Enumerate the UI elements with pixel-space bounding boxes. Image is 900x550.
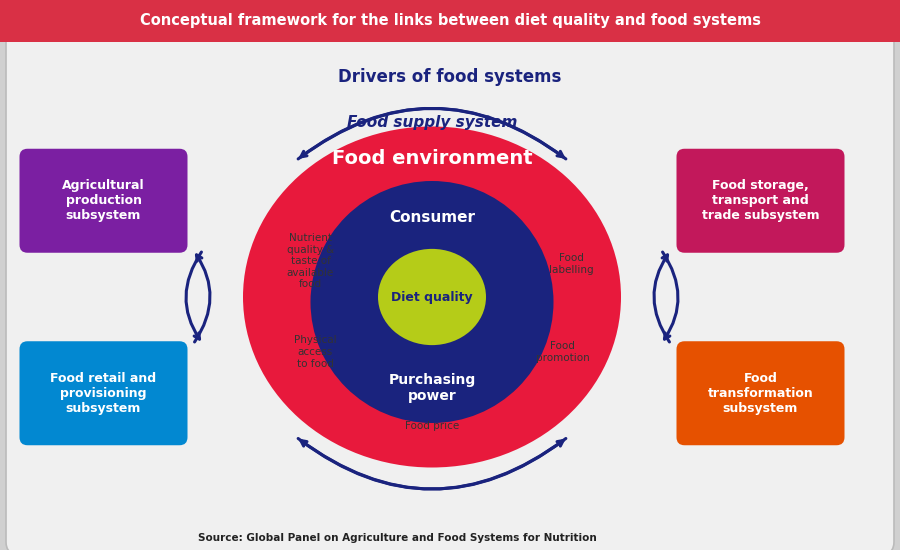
- FancyBboxPatch shape: [20, 148, 187, 253]
- Text: Food
promotion: Food promotion: [536, 341, 590, 363]
- FancyBboxPatch shape: [677, 341, 844, 446]
- Text: Food
labelling: Food labelling: [549, 253, 594, 275]
- Text: Conceptual framework for the links between diet quality and food systems: Conceptual framework for the links betwe…: [140, 14, 760, 29]
- Text: Source: Global Panel on Agriculture and Food Systems for Nutrition: Source: Global Panel on Agriculture and …: [198, 533, 597, 543]
- FancyBboxPatch shape: [20, 341, 187, 446]
- Text: Food storage,
transport and
trade subsystem: Food storage, transport and trade subsys…: [702, 179, 819, 222]
- Text: Agricultural
production
subsystem: Agricultural production subsystem: [62, 179, 145, 222]
- Text: Purchasing
power: Purchasing power: [389, 373, 475, 403]
- Text: Nutrient
quality &
taste of
available
food: Nutrient quality & taste of available fo…: [287, 233, 334, 289]
- Text: Food price: Food price: [405, 421, 459, 431]
- Text: Food retail and
provisioning
subsystem: Food retail and provisioning subsystem: [50, 372, 157, 415]
- Ellipse shape: [243, 126, 621, 468]
- Text: Diet quality: Diet quality: [392, 290, 472, 304]
- Text: Food
transformation
subsystem: Food transformation subsystem: [707, 372, 814, 415]
- FancyBboxPatch shape: [677, 148, 844, 253]
- Text: Food environment: Food environment: [332, 149, 532, 168]
- Ellipse shape: [310, 181, 554, 423]
- Ellipse shape: [378, 249, 486, 345]
- Bar: [0, 0, 900, 42]
- Text: Physical
access
to food: Physical access to food: [293, 336, 337, 368]
- Text: Drivers of food systems: Drivers of food systems: [338, 68, 562, 86]
- Text: Food supply system: Food supply system: [346, 115, 518, 130]
- FancyBboxPatch shape: [6, 30, 894, 550]
- Text: Consumer: Consumer: [389, 211, 475, 226]
